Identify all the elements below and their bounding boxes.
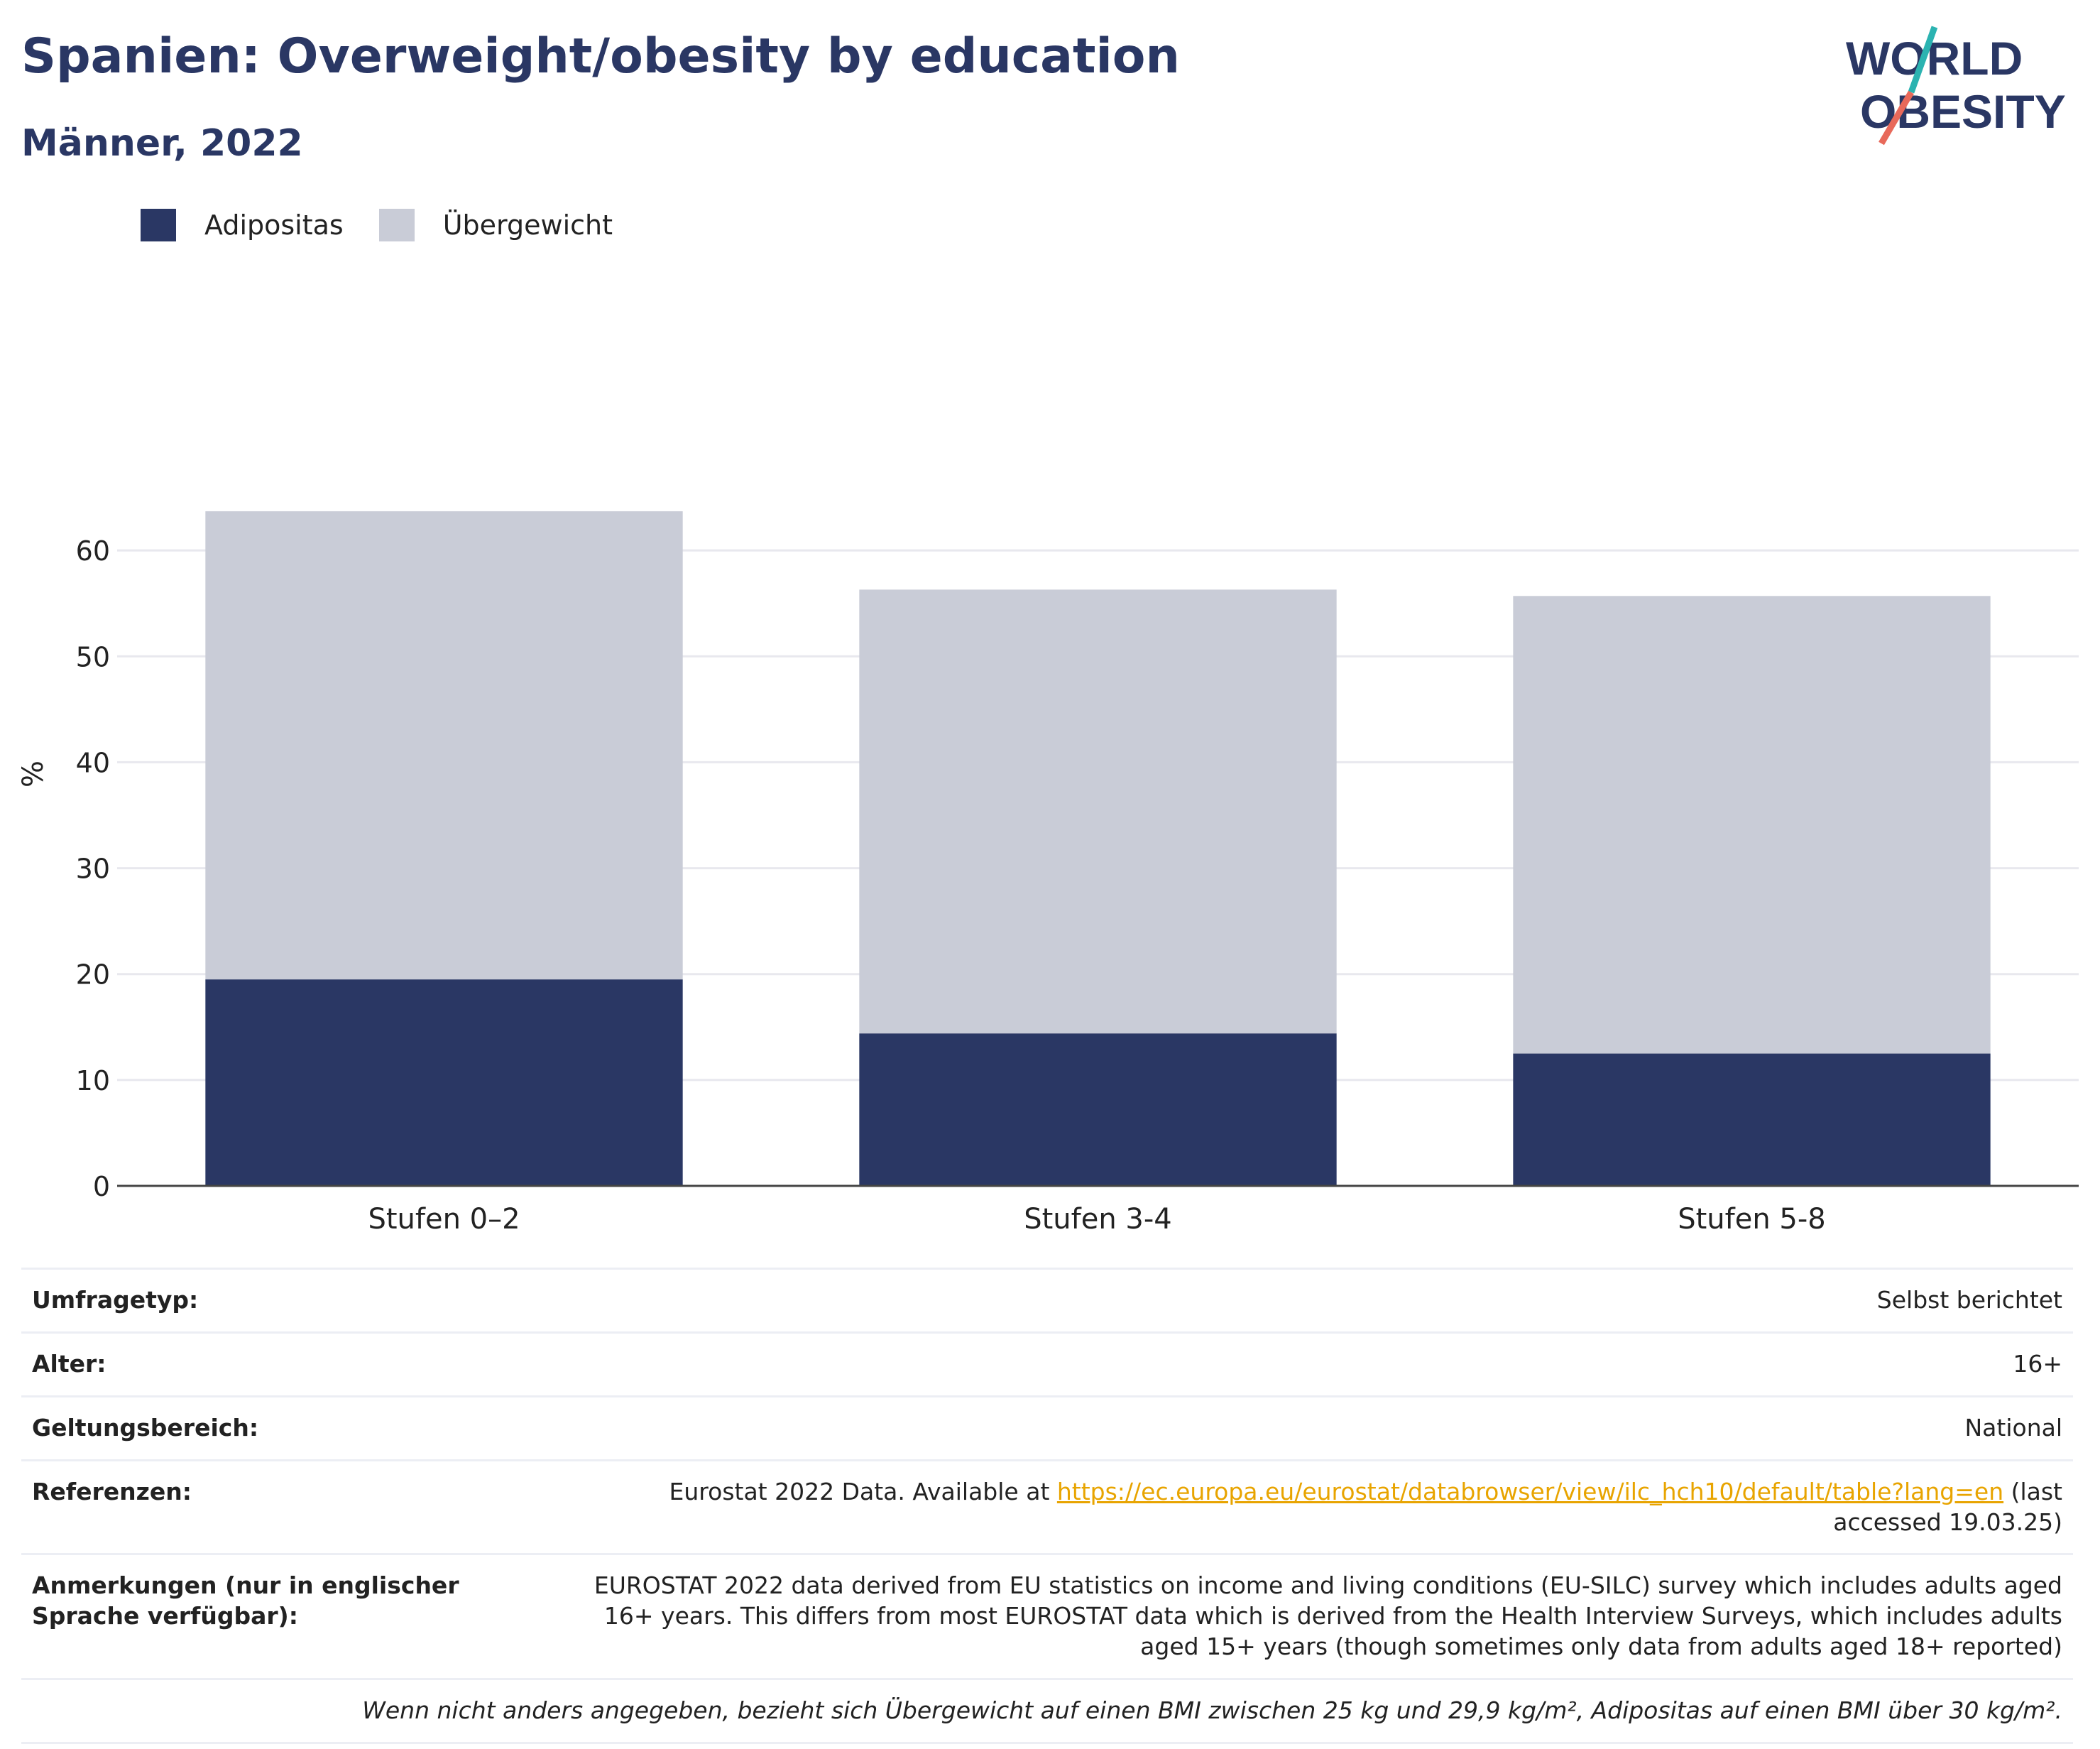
- meta-value-references: Eurostat 2022 Data. Available at https:/…: [554, 1459, 2073, 1554]
- meta-label-age: Alter:: [21, 1331, 554, 1397]
- meta-row-age: Alter: 16+: [21, 1331, 2073, 1397]
- meta-label-survey-type: Umfragetyp:: [21, 1268, 554, 1333]
- legend-swatch-uebergewicht: [378, 209, 415, 241]
- chart-legend: Adipositas Übergewicht: [141, 209, 648, 241]
- meta-value-notes: EUROSTAT 2022 data derived from EU stati…: [554, 1553, 2073, 1679]
- bar-uebergewicht-1: [859, 589, 1337, 1034]
- meta-row-footnote: Wenn nicht anders angegeben, bezieht sic…: [21, 1678, 2073, 1745]
- bar-uebergewicht-2: [1513, 596, 1991, 1054]
- metadata-table: Umfragetyp: Selbst berichtet Alter: 16+ …: [21, 1268, 2073, 1745]
- y-tick-label-20: 20: [76, 959, 110, 991]
- y-tick-label-60: 60: [76, 535, 110, 567]
- references-link[interactable]: https://ec.europa.eu/eurostat/databrowse…: [1056, 1477, 2004, 1505]
- bar-adipositas-0: [205, 979, 683, 1186]
- legend-item-adipositas[interactable]: Adipositas: [141, 209, 344, 241]
- meta-footnote: Wenn nicht anders angegeben, bezieht sic…: [21, 1678, 2073, 1745]
- legend-item-uebergewicht[interactable]: Übergewicht: [378, 209, 613, 241]
- meta-row-survey-type: Umfragetyp: Selbst berichtet: [21, 1268, 2073, 1333]
- x-tick-label-1: Stufen 3-4: [1024, 1203, 1172, 1236]
- meta-label-references: Referenzen:: [21, 1459, 554, 1554]
- meta-label-notes: Anmerkungen (nur in englischer Sprache v…: [21, 1553, 554, 1679]
- world-obesity-logo: WORLD OBESITY: [1846, 26, 2066, 146]
- bar-uebergewicht-0: [205, 511, 683, 980]
- legend-label-adipositas: Adipositas: [204, 209, 344, 241]
- y-tick-label-50: 50: [76, 641, 110, 672]
- meta-value-scope: National: [554, 1395, 2073, 1461]
- x-tick-label-0: Stufen 0–2: [368, 1203, 520, 1236]
- logo-text-obesity: OBESITY: [1860, 85, 2066, 138]
- y-tick-label-0: 0: [93, 1171, 110, 1202]
- logo-slash-teal: [1908, 26, 1938, 94]
- meta-value-age: 16+: [554, 1331, 2073, 1397]
- legend-label-uebergewicht: Übergewicht: [442, 209, 613, 241]
- stacked-bar-chart: 0 10 20 30 40 50 60% Stufen 0–2 Stufen 3-4 Stufen…: [17, 511, 2079, 1236]
- meta-row-notes: Anmerkungen (nur in englischer Sprache v…: [21, 1553, 2073, 1679]
- meta-row-scope: Geltungsbereich: National: [21, 1395, 2073, 1461]
- references-suffix: (last accessed 19.03.25): [1833, 1477, 2062, 1536]
- logo-slash-red: [1878, 90, 1914, 146]
- logo-text-world: WORLD: [1846, 32, 2023, 85]
- meta-label-scope: Geltungsbereich:: [21, 1395, 554, 1461]
- meta-value-survey-type: Selbst berichtet: [554, 1268, 2073, 1333]
- page-title: Spanien: Overweight/obesity by education: [21, 28, 1180, 85]
- y-axis-label: %: [17, 761, 50, 788]
- y-tick-label-30: 30: [76, 854, 110, 885]
- y-tick-label-40: 40: [76, 747, 110, 778]
- legend-swatch-adipositas: [141, 209, 176, 241]
- y-tick-label-10: 10: [76, 1065, 110, 1096]
- page-subtitle: Männer, 2022: [21, 122, 303, 165]
- meta-row-references: Referenzen: Eurostat 2022 Data. Availabl…: [21, 1459, 2073, 1554]
- x-tick-label-2: Stufen 5-8: [1678, 1203, 1826, 1236]
- bar-adipositas-2: [1513, 1053, 1991, 1186]
- references-prefix: Eurostat 2022 Data. Available at: [669, 1477, 1057, 1505]
- bar-adipositas-1: [859, 1033, 1337, 1186]
